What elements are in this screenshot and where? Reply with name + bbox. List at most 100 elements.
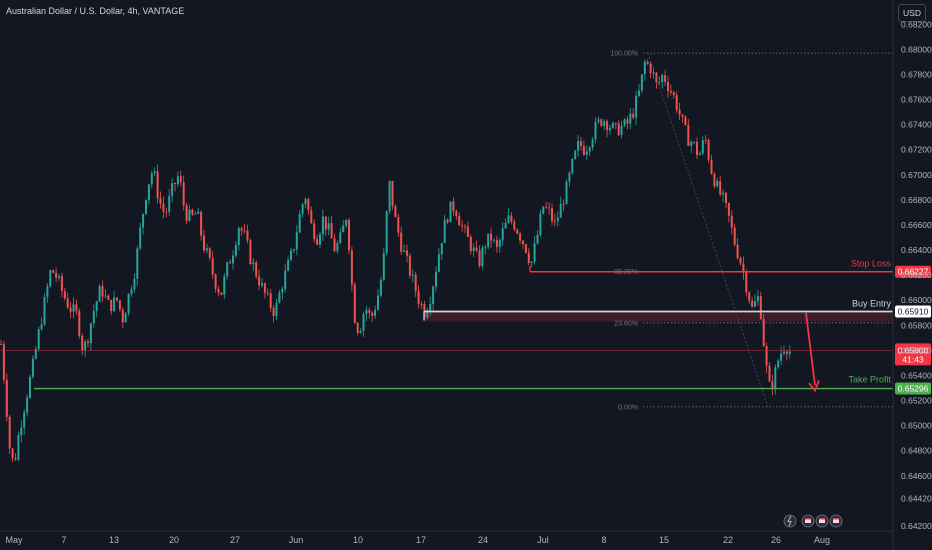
candle-body	[255, 262, 258, 277]
candle-body	[168, 196, 171, 212]
candle-body	[8, 416, 11, 449]
candle-body	[510, 215, 513, 222]
candle-body	[403, 250, 406, 252]
candle-body	[234, 245, 237, 256]
candle-body	[203, 235, 205, 251]
candle-body	[136, 248, 139, 279]
candle-body	[704, 140, 707, 141]
candle-body	[339, 232, 342, 244]
flag-stripe	[805, 518, 811, 520]
y-tick-label: 0.66200	[901, 270, 932, 280]
candle-body	[272, 308, 275, 317]
countdown-label: 41:43	[902, 354, 924, 364]
take-profit-tag-bg	[895, 382, 931, 395]
candle-body	[66, 298, 69, 308]
candle-body	[620, 125, 623, 136]
candle-body	[147, 184, 150, 200]
x-tick-label: 27	[230, 535, 240, 545]
y-tick-label: 0.64420	[901, 493, 932, 503]
y-tick-label: 0.64600	[901, 471, 932, 481]
flag-shape	[805, 518, 811, 523]
candle-body	[0, 344, 2, 345]
candle-body	[635, 95, 638, 118]
candle-body	[37, 329, 40, 349]
candle-body	[614, 123, 617, 124]
candle-body	[388, 180, 391, 212]
candle-body	[188, 209, 191, 221]
candle-body	[159, 198, 162, 204]
candle-body	[176, 176, 179, 185]
buy-entry-label: Buy Entry	[852, 299, 892, 309]
candle-body	[461, 225, 464, 227]
candle-body	[667, 81, 669, 91]
candle-body	[432, 286, 435, 304]
candle-body	[606, 121, 609, 131]
fib-level-label: 23.60%	[614, 320, 638, 327]
candle-body	[290, 250, 292, 260]
candle-body	[774, 367, 777, 389]
candle-body	[104, 295, 107, 297]
flag-icon[interactable]	[801, 514, 815, 528]
candle-body	[133, 278, 136, 290]
flag-icon[interactable]	[815, 514, 829, 528]
candle-body	[713, 173, 716, 187]
candle-body	[669, 90, 672, 93]
candle-body	[17, 435, 20, 460]
candle-body	[498, 240, 501, 247]
y-tick-label: 0.68200	[901, 19, 932, 29]
y-tick-label: 0.66600	[901, 220, 932, 230]
candle-body	[408, 255, 411, 276]
x-tick-label: May	[5, 535, 23, 545]
x-tick-label: Aug	[814, 535, 830, 545]
candle-body	[591, 139, 594, 148]
candle-body	[478, 250, 481, 266]
y-tick-label: 0.65200	[901, 396, 932, 406]
candle-body	[696, 141, 698, 155]
candle-body	[524, 244, 527, 253]
stop-loss-label: Stop Loss	[851, 259, 892, 269]
candle-body	[522, 240, 524, 245]
candle-body	[440, 243, 443, 255]
candle-body	[263, 283, 266, 293]
candle-body	[391, 180, 394, 207]
candle-body	[568, 172, 571, 182]
candle-body	[658, 82, 661, 83]
currency-button[interactable]: USD	[898, 4, 926, 22]
candle-body	[443, 219, 446, 244]
candle-body	[174, 183, 176, 185]
candle-body	[292, 249, 295, 251]
candle-body	[342, 225, 345, 233]
candle-body	[226, 262, 229, 277]
entry-zone	[424, 311, 893, 322]
candle-body	[762, 318, 765, 347]
candle-body	[362, 314, 365, 331]
candle-body	[693, 141, 696, 143]
lightning-icon[interactable]	[783, 514, 797, 528]
candle-body	[725, 192, 727, 204]
candle-body	[533, 243, 536, 262]
candle-body	[783, 351, 785, 354]
candle-body	[229, 262, 232, 264]
candle-body	[379, 279, 382, 296]
candle-body	[504, 222, 507, 229]
candle-body	[200, 211, 203, 236]
candle-body	[513, 221, 516, 230]
candle-body	[87, 341, 89, 344]
candle-body	[281, 288, 284, 293]
take-profit-label: Take Profit	[848, 375, 891, 385]
candle-body	[84, 341, 87, 350]
x-tick-label: 26	[771, 535, 781, 545]
candle-body	[316, 239, 319, 245]
candle-body	[139, 227, 142, 249]
candle-body	[530, 261, 533, 263]
candle-body	[455, 211, 458, 216]
candle-body	[716, 181, 719, 187]
candles-layer	[0, 59, 791, 462]
y-tick-label: 0.66800	[901, 195, 932, 205]
candle-body	[301, 204, 304, 215]
candle-body	[437, 254, 440, 272]
candle-body	[153, 171, 156, 174]
flag-icon[interactable]	[829, 514, 843, 528]
candle-body	[330, 223, 333, 239]
